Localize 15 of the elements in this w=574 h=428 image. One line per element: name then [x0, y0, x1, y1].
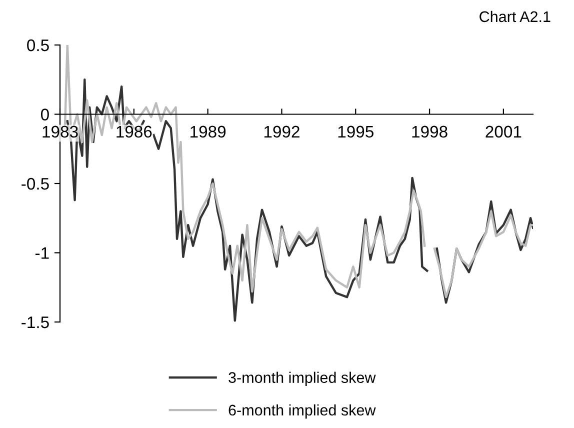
x-tick-label: 1998 [412, 126, 448, 138]
x-tick-label: 1983 [42, 126, 78, 138]
y-tick-label: 0.5 [27, 39, 49, 52]
legend-label: 3-month implied skew [228, 372, 376, 386]
y-tick-label: 0 [40, 108, 49, 120]
y-tick-label: -0.5 [22, 178, 49, 190]
legend-label: 6-month implied skew [228, 404, 376, 419]
y-tick-label: -1 [36, 247, 49, 259]
x-tick-label: 1995 [338, 126, 374, 138]
x-tick-label: 2001 [486, 126, 522, 138]
x-tick-label: 1986 [116, 126, 152, 138]
chart-title: Chart A2.1 [480, 10, 550, 22]
x-tick-label: 1992 [264, 126, 300, 138]
x-tick-label: 1989 [190, 126, 226, 138]
y-tick-label: -1.5 [22, 316, 49, 328]
